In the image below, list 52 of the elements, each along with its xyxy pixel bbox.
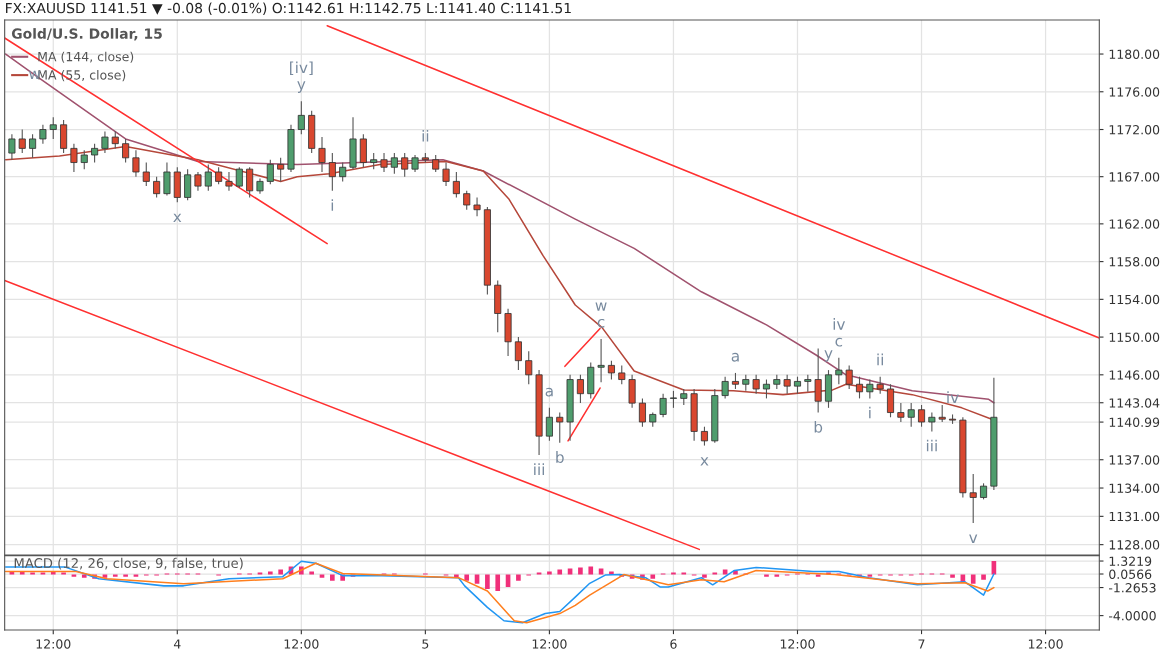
annotation: a <box>545 387 553 397</box>
y-tick-label: 1146.00 <box>1109 370 1160 380</box>
x-tick-label: 12:00 <box>780 639 815 649</box>
y-tick-label: 1128.00 <box>1109 540 1160 550</box>
annotation: iv <box>833 318 846 330</box>
x-tick-label: 5 <box>422 639 429 649</box>
annotation: iii <box>534 463 545 475</box>
x-tick-label: 12:00 <box>36 639 71 649</box>
x-tick-label: 12:00 <box>532 639 567 649</box>
y-tick-label: 1176.00 <box>1109 87 1160 97</box>
chart-title: FX:XAUUSD 1141.51 ▼ -0.08 (-0.01%) O:1142.61 H:1142.75 L:1141.40 C:1141.51 <box>6 2 571 15</box>
annotation: a <box>731 352 739 362</box>
x-tick-label: 12:00 <box>284 639 319 649</box>
y-tick-label: -1.2653 <box>1108 583 1156 593</box>
x-tick-label: 7 <box>918 639 925 649</box>
annotation: b <box>556 451 564 463</box>
y-tick-label: 1167.00 <box>1109 172 1160 182</box>
y-tick-label: 1162.00 <box>1109 219 1160 229</box>
annotation: ii <box>422 129 429 142</box>
y-tick-label: 1158.00 <box>1109 257 1160 267</box>
x-tick-label: 12:00 <box>1028 639 1063 649</box>
y-tick-label: 1154.00 <box>1109 294 1160 305</box>
annotation: c <box>597 318 605 328</box>
annotation: ii <box>877 353 883 366</box>
y-tick-label: 1137.00 <box>1109 455 1160 465</box>
annotation: y <box>824 350 833 362</box>
x-tick-label: 4 <box>173 639 181 649</box>
annotation: v <box>969 534 978 543</box>
annotation: iii <box>926 439 937 452</box>
y-tick-label: 1131.00 <box>1109 511 1160 522</box>
x-tick-label: 6 <box>670 639 677 649</box>
y-tick-label: 1143.04 <box>1109 398 1160 408</box>
legend-label: MA (144, close) <box>38 51 134 63</box>
annotation: b <box>814 420 823 433</box>
text: Gold/U.S. Dollar, 15 <box>11 28 162 41</box>
y-tick-label: -4.0000 <box>1108 611 1156 621</box>
y-tick-label: 1172.00 <box>1109 124 1160 135</box>
annotation: y <box>297 81 306 93</box>
annotation: w <box>595 302 607 311</box>
y-tick-label: 1140.99 <box>1109 417 1160 428</box>
annotation: x <box>700 457 709 466</box>
annotation: x <box>173 213 182 223</box>
y-tick-label: 1134.00 <box>1109 483 1160 493</box>
y-tick-label: 1150.00 <box>1109 332 1160 343</box>
annotation: c <box>835 337 843 347</box>
y-tick-label: 1.3219 <box>1109 556 1152 566</box>
chart-title: MACD (12, 26, close, 9, false, true) <box>14 557 243 570</box>
annotation: i <box>331 199 334 211</box>
y-tick-label: 1180.00 <box>1109 49 1160 59</box>
annotation: i <box>869 406 871 419</box>
annotation: [iv] <box>290 61 313 76</box>
y-tick-label: 0.0566 <box>1109 569 1152 579</box>
